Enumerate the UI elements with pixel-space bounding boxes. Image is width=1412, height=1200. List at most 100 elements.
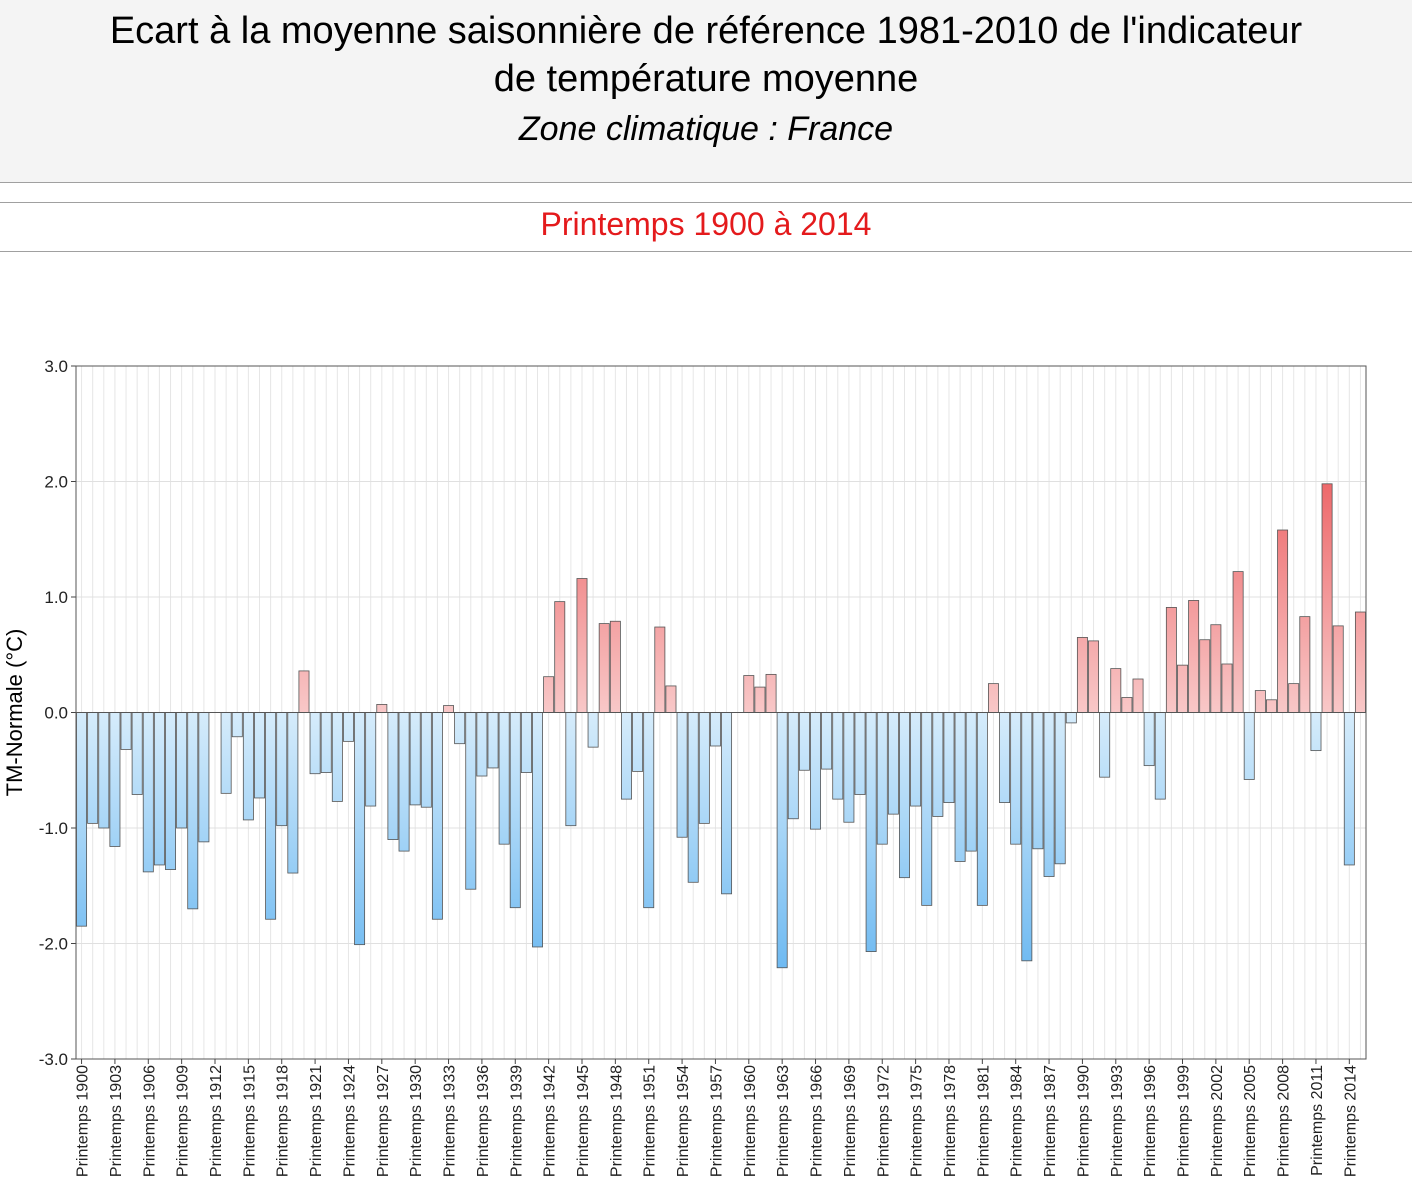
bar [487, 712, 499, 769]
bar [387, 712, 399, 840]
x-tick-label: Printemps 1957 [708, 1065, 725, 1177]
bar [454, 712, 466, 745]
x-tick-label: Printemps 1945 [575, 1065, 592, 1177]
x-tick-label: Printemps 1912 [208, 1065, 225, 1177]
x-tick-label: Printemps 1939 [508, 1065, 525, 1177]
bar [887, 712, 899, 815]
bar [165, 712, 176, 870]
bar [921, 712, 933, 906]
bar [821, 712, 833, 770]
bar [1266, 699, 1277, 713]
bar [1021, 712, 1033, 962]
bar [609, 620, 621, 713]
bar [420, 712, 432, 808]
bar [320, 712, 332, 773]
bar [665, 685, 677, 713]
x-tick-label: Printemps 1930 [408, 1065, 425, 1177]
bar [654, 626, 666, 713]
bar [1088, 640, 1100, 713]
bar [1199, 639, 1211, 713]
bar [287, 712, 299, 874]
bar [198, 712, 210, 843]
bar [765, 673, 777, 713]
bar [365, 712, 377, 807]
bar [1110, 668, 1122, 713]
x-tick-label: Printemps 1966 [809, 1065, 826, 1177]
bar [1310, 712, 1322, 752]
x-tick-label: Printemps 1990 [1075, 1065, 1092, 1177]
bar [787, 712, 799, 820]
bar [721, 712, 733, 895]
x-tick-label: Printemps 1933 [442, 1065, 459, 1177]
bar [1054, 712, 1066, 865]
bar [687, 712, 699, 883]
bar [976, 712, 988, 906]
bar [1343, 712, 1355, 866]
bar [520, 712, 532, 773]
x-tick-label: Printemps 1999 [1176, 1065, 1193, 1177]
bar [220, 712, 232, 794]
bar [632, 712, 644, 772]
bar [298, 670, 310, 713]
x-tick-label: Printemps 2011 [1309, 1065, 1326, 1176]
y-tick-label: 3.0 [44, 357, 68, 376]
bar [142, 712, 154, 873]
bar [554, 601, 566, 713]
x-tick-label: Printemps 1900 [75, 1065, 92, 1177]
bar [76, 712, 88, 927]
bar [999, 712, 1011, 803]
bar [1288, 683, 1300, 713]
plot-border [75, 365, 1367, 1060]
x-tick-label: Printemps 2008 [1276, 1065, 1293, 1177]
bar [498, 712, 510, 845]
bar [509, 712, 521, 909]
x-tick-label: Printemps 1951 [642, 1065, 659, 1177]
chart-subtitle: Zone climatique : France [518, 110, 894, 148]
bar [254, 712, 265, 799]
x-tick-label: Printemps 1969 [842, 1065, 859, 1177]
y-axis-label: TM-Normale (°C) [2, 629, 27, 797]
x-tick-label: Printemps 2002 [1209, 1065, 1226, 1177]
bar [810, 712, 821, 830]
bar [231, 712, 243, 738]
bar [587, 712, 599, 748]
bar [621, 712, 632, 800]
bar [698, 712, 710, 824]
bar [709, 712, 721, 747]
bar [576, 578, 588, 713]
bar [309, 712, 321, 775]
bar [1143, 712, 1155, 767]
bar [1132, 678, 1144, 713]
bar [910, 712, 922, 807]
x-tick-label: Printemps 1936 [475, 1065, 492, 1177]
x-tick-label: Printemps 1963 [775, 1065, 792, 1177]
bar [331, 712, 343, 802]
title-area: Ecart à la moyenne saisonnière de référe… [0, 0, 1412, 183]
x-tick-label: Printemps 1915 [241, 1065, 258, 1177]
bar [1332, 625, 1344, 713]
bar [754, 686, 766, 713]
x-tick-label: Printemps 1903 [108, 1065, 125, 1177]
bar [1121, 697, 1133, 713]
bar [476, 712, 488, 777]
x-tick-label: Printemps 1993 [1109, 1065, 1126, 1177]
bar [187, 712, 199, 910]
bar [120, 712, 132, 750]
bar [242, 712, 254, 821]
bar [1299, 616, 1311, 713]
bar [532, 712, 543, 948]
bar [565, 712, 577, 827]
bar [1188, 600, 1200, 713]
x-tick-label: Printemps 1975 [909, 1065, 926, 1177]
bar [1032, 712, 1044, 850]
bar [465, 712, 477, 890]
season-label: Printemps 1900 à 2014 [540, 206, 872, 242]
bar [153, 712, 165, 866]
x-tick-label: Printemps 1984 [1009, 1065, 1026, 1177]
bar [798, 712, 810, 771]
bar [265, 712, 277, 920]
x-tick-label: Printemps 1918 [275, 1065, 292, 1177]
x-tick-label: Printemps 1972 [875, 1065, 892, 1177]
bar [943, 712, 955, 803]
